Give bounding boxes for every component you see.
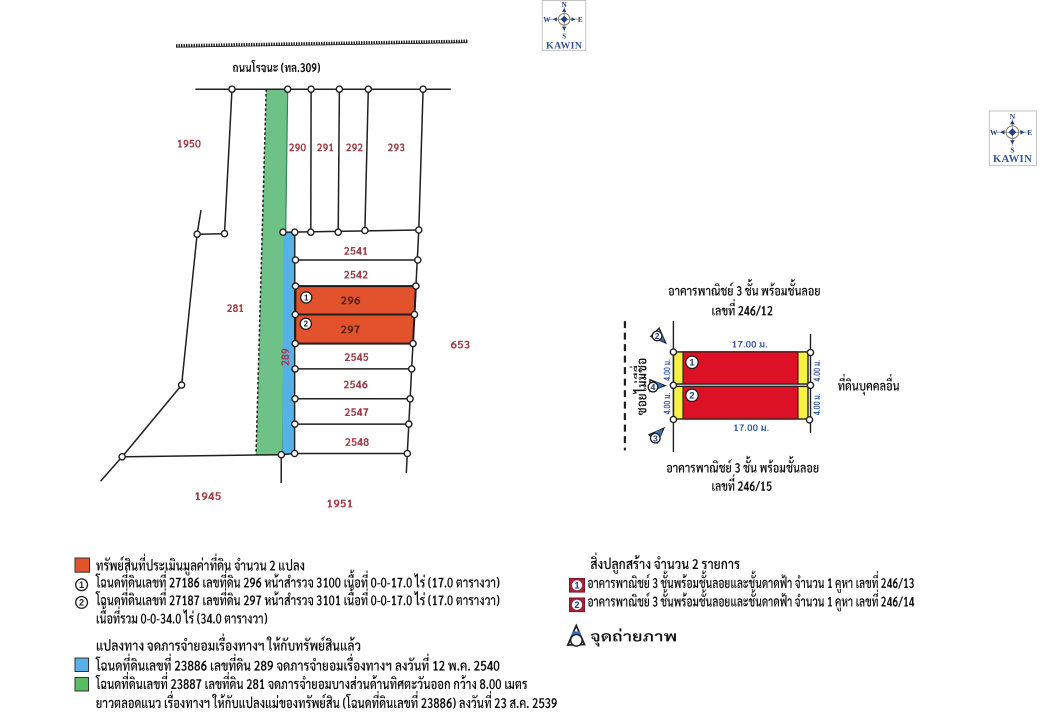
svg-text:S: S — [562, 32, 566, 40]
svg-text:S: S — [1010, 146, 1014, 155]
svg-text:2: 2 — [79, 598, 84, 608]
svg-text:4: 4 — [651, 382, 656, 392]
svg-text:E: E — [1027, 128, 1032, 137]
svg-text:KAWIN: KAWIN — [993, 154, 1032, 165]
svg-text:1: 1 — [304, 293, 309, 302]
svg-text:N: N — [562, 1, 567, 9]
svg-text:E: E — [578, 16, 583, 24]
svg-text:3: 3 — [653, 433, 658, 443]
svg-text:1: 1 — [574, 580, 579, 590]
svg-text:2: 2 — [574, 600, 579, 610]
svg-text:1: 1 — [79, 580, 84, 590]
svg-text:KAWIN: KAWIN — [546, 40, 582, 51]
svg-text:1: 1 — [689, 358, 695, 369]
svg-text:N: N — [1010, 112, 1016, 121]
svg-text:2: 2 — [304, 320, 309, 329]
svg-text:2: 2 — [655, 331, 660, 341]
svg-text:2: 2 — [689, 391, 694, 402]
svg-text:W: W — [990, 128, 998, 137]
svg-text:W: W — [543, 16, 550, 24]
